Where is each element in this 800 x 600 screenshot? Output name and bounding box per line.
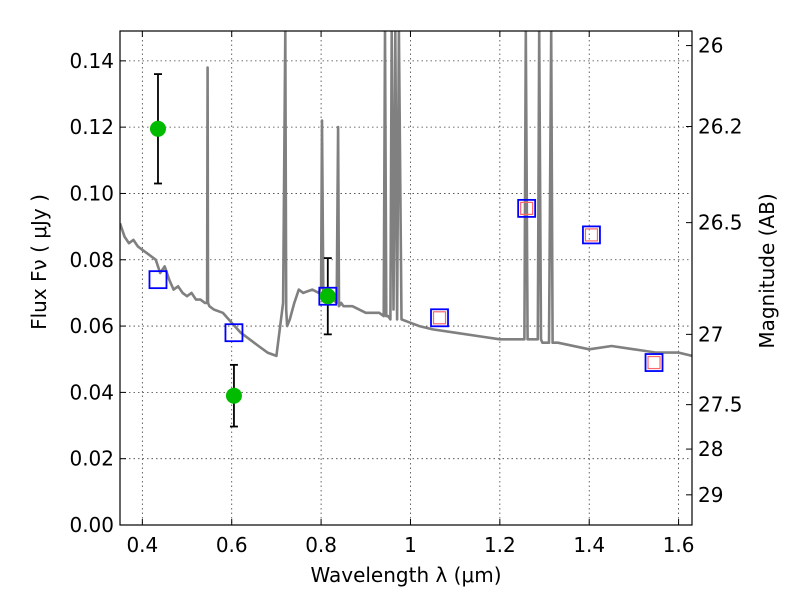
observed-square-marker xyxy=(584,228,599,242)
x-tick-label: 0.8 xyxy=(305,533,337,557)
x-tick-label: 1.4 xyxy=(573,533,605,557)
y2-tick-label: 26 xyxy=(698,34,723,58)
y-tick-label: 0.00 xyxy=(69,513,114,537)
observed-square-marker xyxy=(520,201,534,215)
observed-point xyxy=(149,120,166,137)
plot-area xyxy=(120,31,692,428)
x-tick-label: 0.4 xyxy=(126,533,158,557)
observed-square-marker xyxy=(432,311,447,325)
x-tick-label: 0.6 xyxy=(216,533,248,557)
plot-frame xyxy=(119,30,693,526)
model-square-marker xyxy=(644,353,664,372)
model-square-marker xyxy=(224,323,244,343)
x-tick-label: 1.6 xyxy=(663,533,695,557)
observed-square-marker xyxy=(647,355,661,370)
y2-tick-label: 27 xyxy=(698,322,723,346)
grid xyxy=(120,31,692,526)
y-tick-label: 0.14 xyxy=(69,49,114,73)
observed-point xyxy=(225,387,242,404)
y2-tick-label: 28 xyxy=(698,437,723,461)
x-axis-title: Wavelength λ (μm) xyxy=(310,563,501,587)
y-tick-label: 0.12 xyxy=(69,115,114,139)
y-tick-label: 0.08 xyxy=(69,248,114,272)
y2-tick-label: 26.5 xyxy=(698,211,743,235)
model-square-marker xyxy=(582,225,601,245)
y-tick-label: 0.02 xyxy=(69,447,114,471)
x-tick-label: 1 xyxy=(404,533,417,557)
axes: 0.4 0.6 0.8 1 1.2 1.4 1.6 0.00 0.02 0.04 0.06 0.08 0… xyxy=(69,31,743,557)
y2-tick-label: 27.5 xyxy=(698,393,743,417)
model-square-marker xyxy=(318,286,338,306)
y2-tick-label: 29 xyxy=(698,483,723,507)
model-square-marker xyxy=(148,270,168,290)
observed-point xyxy=(319,288,336,305)
y-tick-label: 0.04 xyxy=(69,380,114,404)
x-tick-label: 1.2 xyxy=(484,533,516,557)
model-square-marker xyxy=(517,198,537,218)
y-axis-title: Flux Fν ( μJy ) xyxy=(27,194,51,330)
model-square-marker xyxy=(430,308,449,328)
y2-tick-label: 26.2 xyxy=(698,114,743,138)
y2-axis-title: Magnitude (AB) xyxy=(755,193,779,348)
y-tick-label: 0.06 xyxy=(69,314,114,338)
y-tick-label: 0.10 xyxy=(69,181,114,205)
